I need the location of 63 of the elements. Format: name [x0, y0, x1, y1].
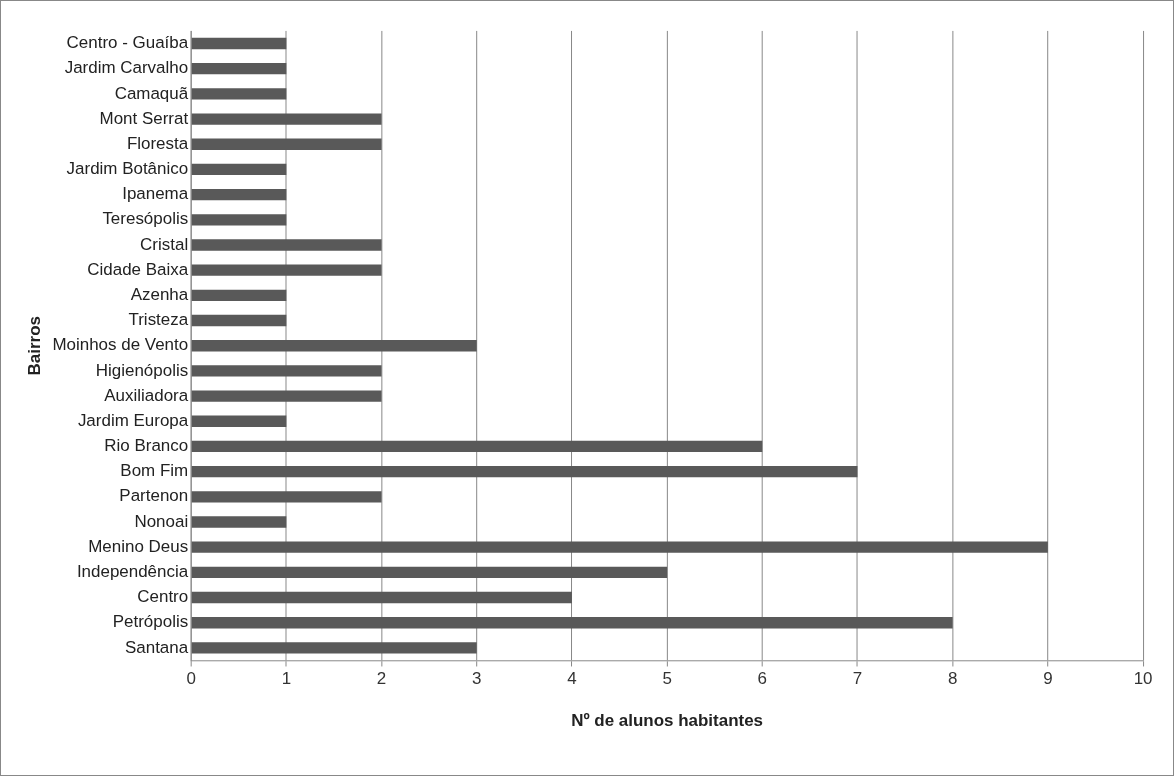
- y-tick-label: Independência: [76, 562, 189, 582]
- bar: [191, 138, 382, 150]
- x-tick-label: 4: [567, 669, 577, 689]
- bar: [191, 289, 287, 302]
- x-tick-label: 1: [281, 669, 292, 689]
- y-tick-label: Centro - Guaíba: [66, 33, 189, 53]
- x-tick-label: 3: [472, 669, 482, 689]
- y-tick-label: Santana: [124, 637, 189, 657]
- bar: [191, 465, 858, 478]
- x-tick-label: 9: [1043, 669, 1053, 689]
- x-axis-title: Nº de alunos habitantes: [571, 710, 764, 730]
- y-tick-label: Centro: [137, 587, 189, 607]
- y-tick-label: Cidade Baixa: [87, 259, 189, 279]
- bar: [191, 163, 287, 176]
- x-tick-label: 2: [376, 669, 387, 689]
- y-tick-label: Menino Deus: [88, 536, 189, 556]
- bar: [191, 591, 572, 604]
- bar: [191, 63, 287, 75]
- bar: [191, 214, 287, 226]
- bar: [191, 491, 382, 503]
- y-axis-title: Bairros: [24, 316, 44, 376]
- y-tick-label: Azenha: [130, 285, 189, 305]
- y-tick-label: Teresópolis: [102, 209, 189, 229]
- y-tick-label: Jardim Botânico: [66, 159, 189, 179]
- bar: [191, 365, 382, 377]
- bar: [191, 113, 382, 125]
- y-tick-label: Higienópolis: [95, 360, 189, 380]
- bar: [191, 516, 287, 528]
- bar: [191, 566, 668, 579]
- bar: [191, 340, 477, 352]
- bar: [191, 264, 382, 276]
- x-tick-label: 5: [662, 669, 672, 689]
- y-tick-label: Jardim Carvalho: [64, 58, 189, 78]
- x-tick-label: 7: [852, 669, 863, 689]
- y-tick-label: Moinhos de Vento: [52, 335, 189, 355]
- y-tick-label: Auxiliadora: [104, 385, 189, 405]
- bar: [191, 88, 287, 100]
- bar: [191, 390, 382, 402]
- y-tick-label: Nonoai: [134, 511, 189, 531]
- bar: [191, 541, 1048, 553]
- bar: [191, 37, 287, 50]
- y-tick-label: Rio Branco: [104, 436, 189, 456]
- x-tick-label: 0: [186, 669, 196, 689]
- x-tick-label: 6: [757, 669, 768, 689]
- y-tick-label: Partenon: [119, 486, 189, 506]
- x-tick-label: 8: [947, 669, 958, 689]
- bar: [191, 188, 287, 201]
- y-tick-label: Mont Serrat: [99, 108, 189, 128]
- y-tick-label: Jardim Europa: [77, 410, 189, 430]
- bar: [191, 314, 287, 327]
- bar: [191, 617, 953, 629]
- y-tick-label: Petrópolis: [112, 612, 189, 632]
- bar: [191, 415, 287, 427]
- x-tick-label: 10: [1133, 669, 1153, 689]
- y-tick-label: Ipanema: [122, 184, 189, 204]
- bar: [191, 642, 477, 654]
- bar: [191, 440, 763, 453]
- bar: [191, 239, 382, 251]
- y-tick-label: Bom Fim: [120, 461, 189, 481]
- y-tick-label: Floresta: [126, 133, 189, 153]
- y-tick-label: Camaquã: [114, 83, 189, 103]
- y-tick-label: Tristeza: [128, 310, 189, 330]
- y-tick-label: Cristal: [140, 234, 189, 254]
